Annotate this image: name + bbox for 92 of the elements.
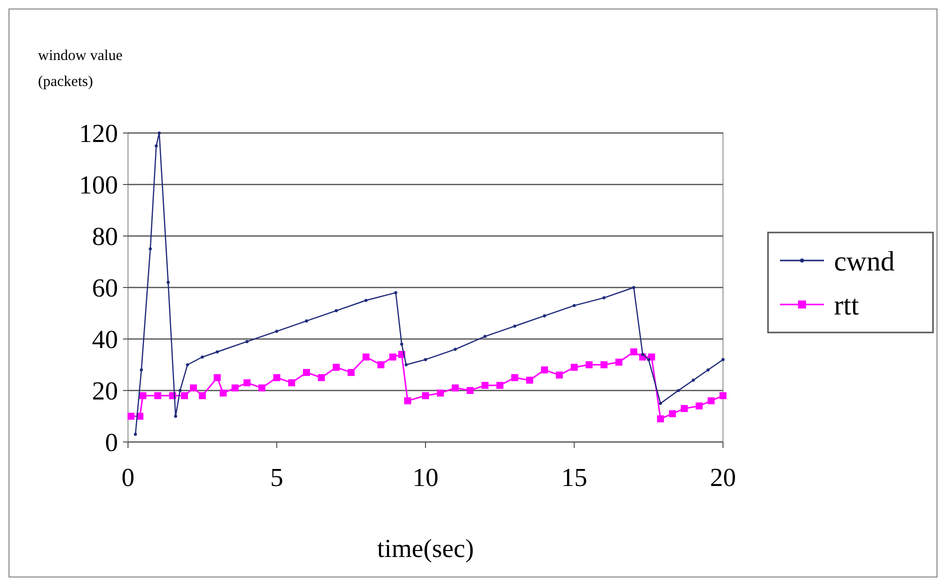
point [303, 368, 310, 376]
point [348, 368, 355, 376]
point [556, 372, 563, 379]
point [436, 390, 444, 397]
y-tick-label: 120 [79, 119, 118, 148]
point [721, 358, 725, 362]
point [586, 361, 593, 368]
point [658, 402, 662, 405]
point [600, 361, 608, 368]
point [200, 355, 204, 359]
point [632, 286, 636, 290]
y-tick-label: 20 [92, 376, 118, 406]
x-tick-label: 20 [710, 463, 736, 492]
legend-label: rtt [834, 290, 860, 322]
point [668, 410, 676, 418]
point [454, 348, 457, 351]
point [720, 392, 726, 400]
point [216, 350, 219, 354]
point [304, 319, 308, 323]
point [696, 402, 703, 410]
point [275, 330, 278, 333]
point [630, 348, 638, 356]
point [158, 131, 161, 135]
point [140, 368, 143, 372]
y-tick-label: 0 [105, 428, 118, 458]
point [641, 352, 644, 356]
point [404, 363, 408, 366]
point [139, 392, 146, 400]
point [572, 304, 576, 308]
point [615, 358, 622, 366]
point [602, 296, 606, 300]
point [154, 144, 158, 148]
point [288, 379, 296, 386]
point [692, 378, 695, 382]
point [706, 368, 710, 372]
point [364, 298, 368, 302]
point [127, 412, 134, 420]
legend-label: cwnd [834, 246, 895, 278]
point [258, 384, 266, 392]
point [648, 354, 656, 361]
point [404, 397, 412, 404]
point [647, 358, 650, 362]
point [496, 382, 504, 389]
point [389, 354, 396, 361]
point [318, 374, 325, 382]
y-tick-label: 100 [79, 170, 118, 200]
point [511, 374, 518, 382]
point [174, 414, 178, 418]
y-axis-title: window value (packets) [38, 48, 123, 90]
point [570, 364, 578, 371]
point [483, 334, 487, 338]
point [166, 280, 170, 284]
point [542, 314, 546, 318]
point [377, 361, 384, 368]
y-tick-label: 60 [92, 274, 118, 303]
point [178, 388, 182, 392]
point [452, 384, 459, 392]
point [232, 384, 239, 392]
point [181, 392, 188, 400]
point [273, 374, 280, 382]
point [466, 387, 474, 394]
y-tick-label: 80 [92, 222, 118, 252]
point [334, 309, 338, 312]
point [190, 384, 197, 392]
point [154, 392, 162, 400]
point [214, 374, 221, 382]
point [680, 405, 688, 412]
y-tick-label: 40 [92, 325, 118, 354]
x-tick-label: 10 [412, 463, 438, 492]
point [513, 324, 516, 328]
point [148, 247, 152, 250]
x-axis-title: time(sec) [377, 534, 474, 563]
point [198, 392, 206, 400]
point [526, 376, 534, 384]
point [244, 379, 250, 386]
point [676, 388, 680, 392]
point [422, 392, 429, 400]
x-tick-label: 15 [561, 463, 588, 492]
point [657, 415, 664, 422]
point [332, 364, 340, 371]
point [362, 354, 370, 361]
point [220, 390, 227, 397]
x-tick-label: 5 [270, 463, 284, 492]
point [134, 432, 137, 436]
point [541, 366, 548, 374]
point [245, 340, 249, 344]
point [186, 363, 190, 366]
point [400, 342, 404, 346]
point [482, 382, 488, 389]
point [394, 291, 398, 294]
point [424, 358, 428, 362]
point [708, 397, 715, 404]
